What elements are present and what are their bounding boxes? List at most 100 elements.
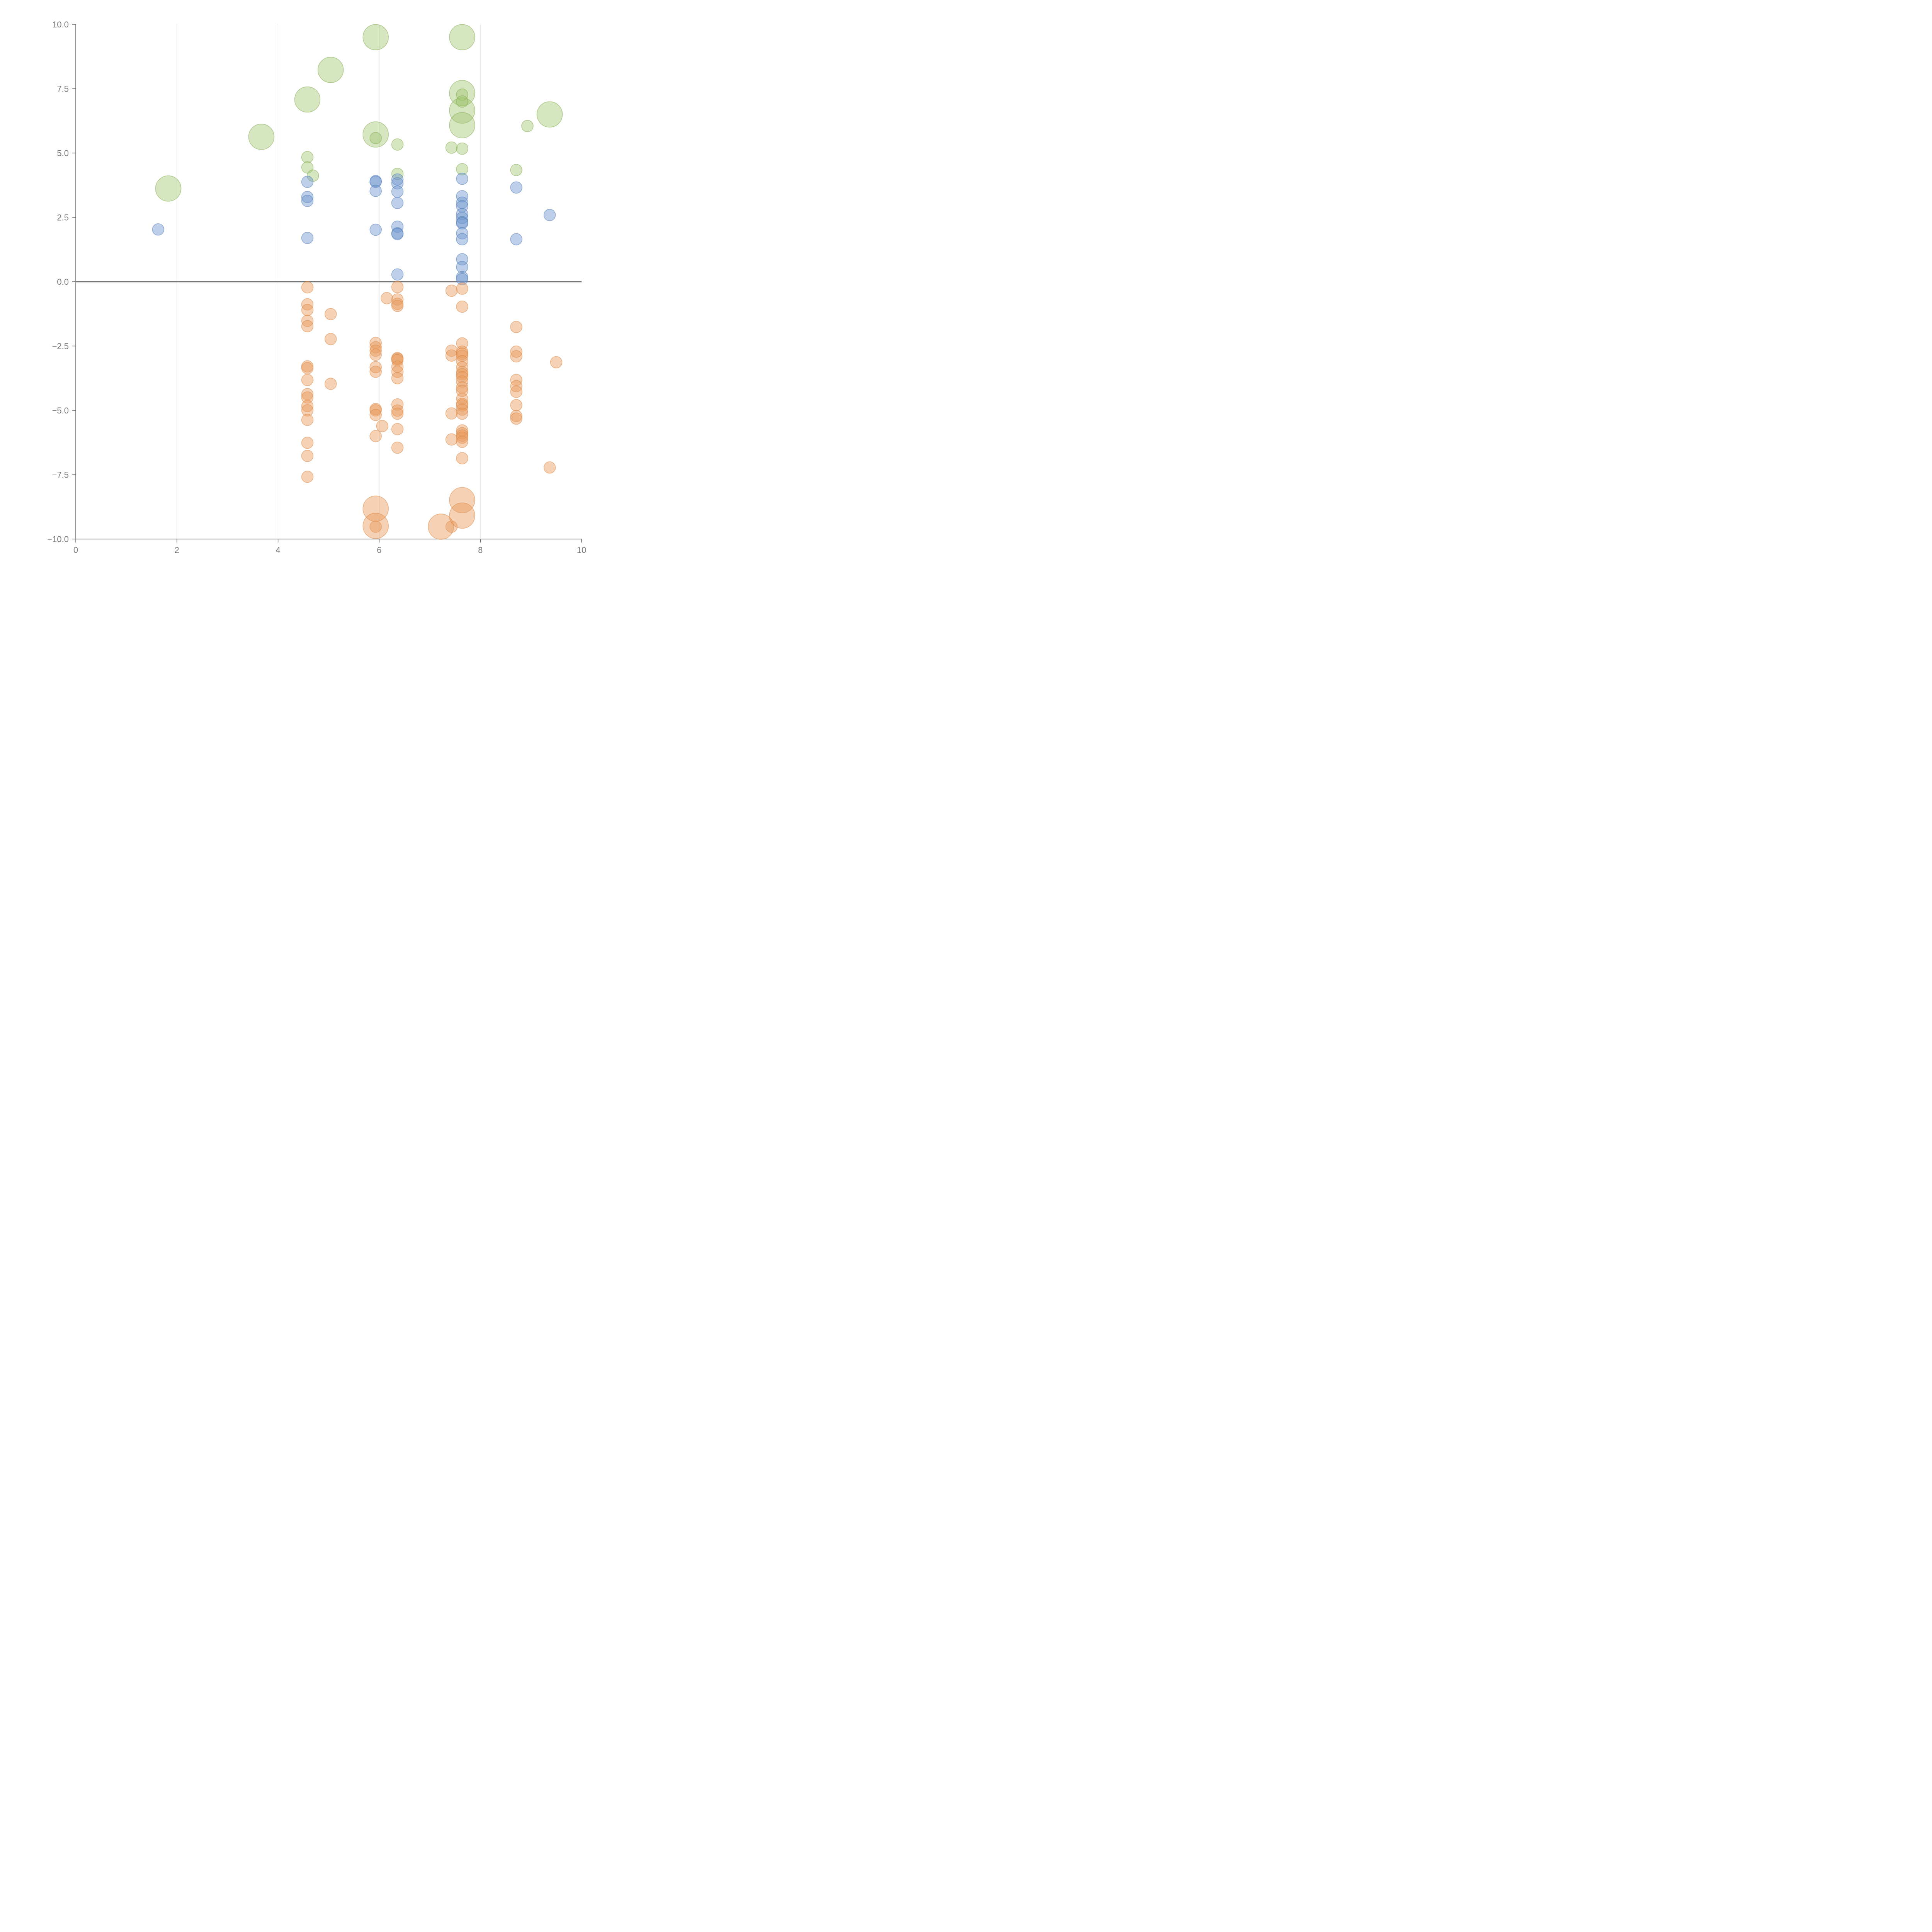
blue-point <box>301 191 314 203</box>
orange-point <box>445 407 458 420</box>
orange-point <box>391 407 404 420</box>
orange-point <box>301 320 314 332</box>
orange-point <box>369 409 382 421</box>
orange-point <box>301 400 314 412</box>
orange-point <box>369 361 382 373</box>
orange-point <box>456 403 468 416</box>
orange-point <box>456 355 468 367</box>
blue-point <box>456 273 468 286</box>
orange-point <box>510 350 522 362</box>
orange-point <box>456 282 468 295</box>
orange-point <box>456 300 468 313</box>
orange-point <box>510 345 522 358</box>
orange-point <box>376 420 389 432</box>
orange-point <box>456 361 468 374</box>
orange-point <box>428 514 454 540</box>
orange-point <box>510 386 522 398</box>
orange-point <box>445 284 458 297</box>
green-point <box>155 175 182 202</box>
orange-point <box>369 404 382 417</box>
y-tick-label: 7.5 <box>57 84 69 94</box>
orange-point <box>369 366 382 378</box>
green-point <box>521 120 534 132</box>
y-tick-label: 2.5 <box>57 213 69 223</box>
orange-point <box>301 304 314 316</box>
orange-point <box>391 404 404 417</box>
orange-point <box>391 423 404 435</box>
green-point <box>369 132 382 145</box>
orange-point <box>362 513 389 539</box>
green-point <box>456 95 468 108</box>
orange-point <box>543 461 556 474</box>
blue-point <box>301 175 314 188</box>
orange-point <box>301 315 314 327</box>
blue-point <box>301 195 314 207</box>
orange-point <box>456 435 468 448</box>
green-point <box>456 163 468 175</box>
green-point <box>449 97 475 124</box>
orange-point <box>550 356 563 369</box>
x-tick-label: 0 <box>73 545 78 555</box>
orange-point <box>301 374 314 386</box>
green-point <box>445 141 458 154</box>
green-point <box>362 121 389 148</box>
scatter-points <box>152 24 563 540</box>
green-point <box>536 101 563 128</box>
blue-point <box>510 233 522 245</box>
orange-point <box>391 293 404 306</box>
y-axis-ticks: 10.0 7.5 5.0 2.5 0.0 −2.5 −5.0 −7.5 −10.0 <box>47 20 76 544</box>
green-point <box>449 24 475 51</box>
orange-point <box>445 433 458 446</box>
orange-point <box>456 431 468 444</box>
blue-point <box>456 217 468 230</box>
orange-point <box>369 430 382 442</box>
blue-point <box>510 181 522 194</box>
y-tick-label: 5.0 <box>57 148 69 158</box>
orange-point <box>456 371 468 383</box>
blue-point <box>456 190 468 202</box>
blue-point <box>543 209 556 221</box>
orange-point <box>456 368 468 381</box>
orange-point <box>510 412 522 425</box>
orange-point <box>324 333 337 345</box>
orange-point <box>369 341 382 354</box>
orange-point <box>391 366 404 378</box>
green-point <box>391 138 404 151</box>
orange-point <box>445 349 458 362</box>
blue-point <box>456 233 468 245</box>
blue-point <box>391 185 404 198</box>
orange-point <box>510 399 522 412</box>
x-tick-label: 4 <box>276 545 280 555</box>
blue-point <box>301 232 314 244</box>
x-tick-label: 8 <box>478 545 483 555</box>
orange-point <box>391 299 404 312</box>
orange-point <box>301 362 314 374</box>
y-tick-label: 10.0 <box>52 20 69 29</box>
orange-point <box>510 410 522 422</box>
blue-point <box>391 173 404 186</box>
orange-point <box>391 441 404 454</box>
orange-point <box>369 520 382 533</box>
orange-point <box>369 349 382 361</box>
blue-point <box>456 261 468 273</box>
blue-point <box>456 212 468 224</box>
blue-point <box>369 185 382 197</box>
orange-point <box>324 378 337 390</box>
orange-point <box>301 437 314 449</box>
x-axis-ticks: 0 2 4 6 8 10 <box>73 539 586 555</box>
orange-point <box>449 487 475 514</box>
green-point <box>317 57 344 83</box>
orange-point <box>301 404 314 417</box>
orange-point <box>456 452 468 464</box>
blue-point <box>391 220 404 233</box>
blue-point <box>369 223 382 236</box>
orange-point <box>510 321 522 333</box>
blue-point <box>456 172 468 185</box>
green-point <box>294 86 321 113</box>
blue-point <box>391 228 404 240</box>
orange-point <box>301 281 314 294</box>
x-tick-label: 6 <box>377 545 381 555</box>
orange-point <box>456 393 468 405</box>
orange-point <box>301 413 314 426</box>
orange-point <box>381 292 393 304</box>
